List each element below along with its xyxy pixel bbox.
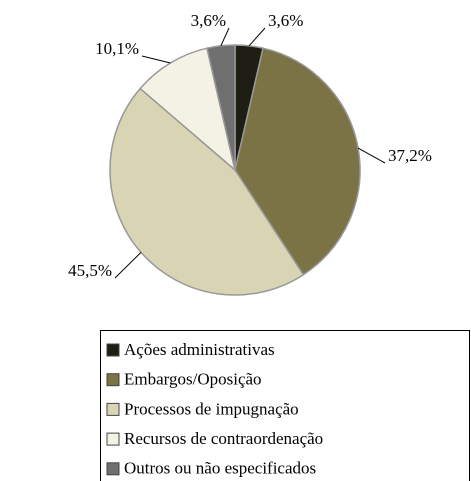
- legend-swatch: [106, 373, 120, 387]
- legend-label: Ações administrativas: [124, 340, 275, 359]
- pie-slice: [139, 47, 237, 173]
- legend-swatch: [106, 432, 120, 446]
- legend-label: Embargos/Oposição: [124, 370, 262, 389]
- data-label: 10,1%: [95, 39, 139, 58]
- leader-line: [220, 27, 230, 47]
- leader-line: [114, 252, 142, 279]
- legend-box: [100, 330, 470, 481]
- leader-line: [248, 27, 266, 47]
- pie-slice: [109, 87, 305, 296]
- data-label: 45,5%: [68, 261, 112, 280]
- leader-line: [141, 55, 171, 64]
- data-label: 37,2%: [388, 146, 432, 165]
- legend-swatch: [106, 343, 120, 357]
- data-label: 3,6%: [268, 11, 303, 30]
- legend-label: Processos de impugnação: [124, 399, 299, 418]
- pie-slice: [206, 44, 236, 171]
- legend-label: Recursos de contraordenação: [124, 429, 323, 448]
- legend-swatch: [106, 402, 120, 416]
- pie-slice: [234, 47, 361, 276]
- legend-swatch: [106, 462, 120, 476]
- data-label: 3,6%: [191, 11, 226, 30]
- legend-label: Outros ou não especificados: [124, 459, 316, 478]
- leader-line: [357, 147, 386, 164]
